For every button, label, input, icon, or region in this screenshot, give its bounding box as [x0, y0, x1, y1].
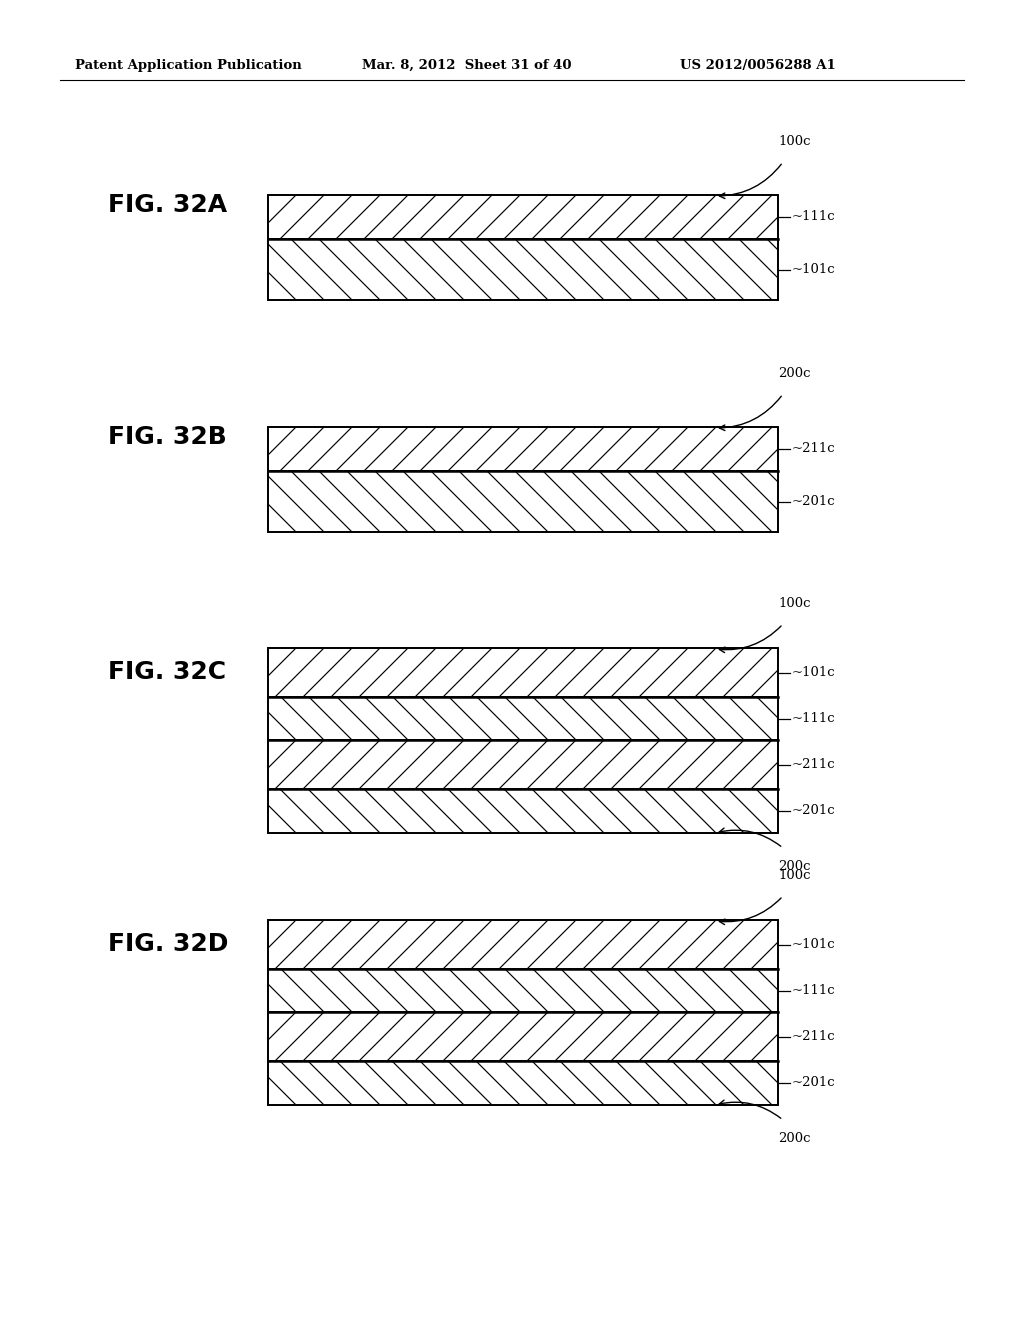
Text: FIG. 32B: FIG. 32B [108, 425, 226, 449]
Text: ~211c: ~211c [792, 442, 836, 455]
Bar [268, 471, 778, 532]
Text: ~101c: ~101c [792, 667, 836, 678]
Bar [268, 741, 778, 789]
Bar [268, 426, 778, 471]
Bar [268, 920, 778, 1105]
Bar [268, 195, 778, 239]
Text: Patent Application Publication: Patent Application Publication [75, 58, 302, 71]
Bar [268, 697, 778, 741]
Text: 100c: 100c [778, 597, 811, 610]
Text: Mar. 8, 2012  Sheet 31 of 40: Mar. 8, 2012 Sheet 31 of 40 [362, 58, 571, 71]
Bar [268, 920, 778, 969]
Bar [268, 239, 778, 300]
Text: ~101c: ~101c [792, 263, 836, 276]
Bar [268, 648, 778, 697]
Text: ~111c: ~111c [792, 210, 836, 223]
Text: 200c: 200c [778, 1133, 811, 1144]
Bar [268, 969, 778, 1012]
Text: ~201c: ~201c [792, 495, 836, 508]
Text: ~201c: ~201c [792, 1077, 836, 1089]
Text: US 2012/0056288 A1: US 2012/0056288 A1 [680, 58, 836, 71]
Text: ~111c: ~111c [792, 711, 836, 725]
Bar [268, 195, 778, 300]
Text: 100c: 100c [778, 869, 811, 882]
Text: FIG. 32D: FIG. 32D [108, 932, 228, 956]
Text: FIG. 32A: FIG. 32A [108, 193, 227, 216]
Bar [268, 1012, 778, 1061]
Text: 100c: 100c [778, 135, 811, 148]
Text: 200c: 200c [778, 367, 811, 380]
Bar [268, 648, 778, 833]
Text: ~201c: ~201c [792, 804, 836, 817]
Bar [268, 426, 778, 532]
Text: ~211c: ~211c [792, 1030, 836, 1043]
Text: ~111c: ~111c [792, 983, 836, 997]
Text: ~211c: ~211c [792, 758, 836, 771]
Bar [268, 1061, 778, 1105]
Bar [268, 789, 778, 833]
Text: FIG. 32C: FIG. 32C [108, 660, 226, 684]
Text: 200c: 200c [778, 861, 811, 873]
Text: ~101c: ~101c [792, 939, 836, 950]
